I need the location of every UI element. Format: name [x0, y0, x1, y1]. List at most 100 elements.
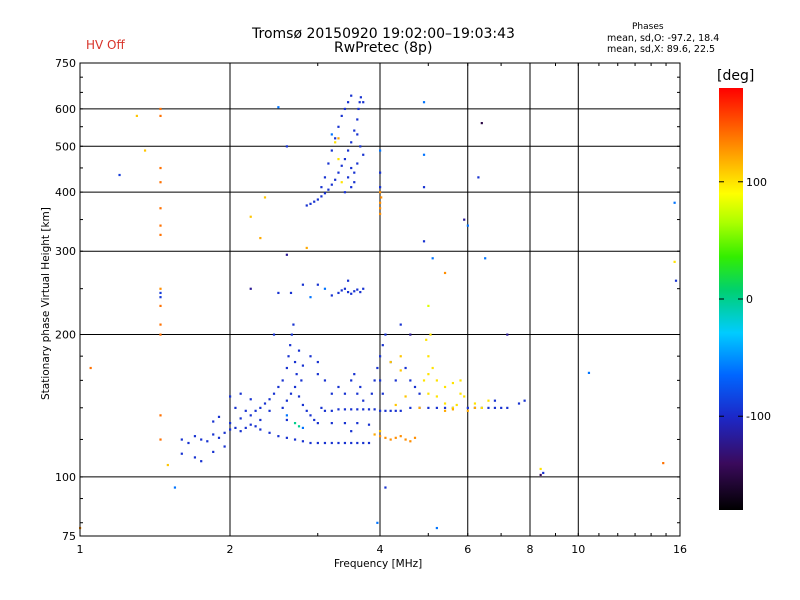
data-point — [259, 406, 262, 409]
data-point — [305, 204, 308, 207]
data-point — [350, 441, 353, 445]
data-point — [285, 145, 288, 148]
data-point — [229, 395, 232, 398]
data-point — [277, 385, 280, 389]
data-point — [330, 422, 333, 425]
data-point — [135, 114, 138, 118]
data-point — [443, 271, 447, 275]
data-point — [159, 414, 162, 417]
data-point — [234, 426, 237, 430]
data-point — [234, 406, 237, 409]
data-point — [281, 406, 284, 409]
data-point — [330, 409, 333, 412]
data-point — [301, 283, 305, 286]
data-point — [539, 473, 542, 477]
data-point — [422, 101, 426, 104]
data-point — [435, 395, 438, 398]
data-point — [500, 406, 503, 409]
data-point — [379, 430, 382, 433]
data-point — [493, 406, 497, 409]
data-point — [463, 218, 466, 221]
data-point — [244, 409, 247, 412]
data-point — [285, 414, 288, 417]
data-point — [159, 323, 162, 326]
data-point — [200, 460, 203, 463]
data-point — [356, 162, 359, 165]
data-point — [159, 181, 162, 184]
data-point — [384, 436, 387, 439]
data-point — [362, 441, 365, 445]
data-point — [272, 333, 276, 336]
data-point — [295, 373, 298, 376]
data-point — [425, 338, 428, 341]
data-point — [287, 355, 290, 358]
data-point — [281, 379, 284, 382]
y-axis-label: Stationary phase Virtual Height [km] — [40, 207, 52, 400]
data-point — [367, 423, 371, 426]
data-point — [429, 333, 432, 336]
x-tick-label: 1 — [77, 543, 84, 556]
data-point — [323, 379, 327, 382]
data-point — [350, 94, 353, 97]
data-point — [362, 408, 365, 411]
data-point — [320, 195, 323, 198]
data-point — [399, 355, 402, 358]
stats-o-mode: mean, sd,O: -97.2, 18.4 — [607, 33, 720, 44]
data-point — [404, 438, 407, 441]
data-point — [346, 149, 350, 152]
data-point — [330, 183, 333, 186]
data-point — [334, 178, 337, 181]
x-tick-label: 6 — [464, 543, 471, 556]
data-point — [350, 430, 353, 433]
x-tick-label: 8 — [527, 543, 534, 556]
data-point — [451, 381, 455, 385]
data-point — [217, 415, 221, 418]
data-point — [451, 406, 455, 409]
data-point — [674, 279, 678, 282]
data-point — [427, 392, 430, 395]
data-point — [316, 422, 319, 425]
data-point — [435, 406, 438, 409]
data-point — [356, 392, 359, 395]
stats-heading: Phases — [632, 22, 664, 32]
data-point — [376, 366, 379, 370]
data-point — [320, 406, 323, 409]
data-point — [309, 296, 312, 299]
data-point — [159, 291, 162, 295]
data-point — [293, 360, 297, 364]
data-point — [239, 430, 242, 433]
data-point — [223, 445, 226, 448]
colorbar-ticks: 100 0 -100 — [719, 176, 771, 423]
data-point — [159, 207, 162, 210]
data-point — [356, 408, 359, 411]
data-point — [353, 290, 356, 293]
x-axis-label: Frequency [MHz] — [334, 558, 423, 570]
data-point — [343, 392, 347, 395]
data-point — [422, 379, 426, 382]
data-point — [229, 428, 232, 431]
data-point — [359, 145, 362, 148]
data-point — [285, 253, 288, 256]
data-point — [350, 186, 353, 189]
data-point — [487, 399, 490, 402]
data-point — [358, 101, 361, 104]
data-point — [343, 408, 347, 411]
data-point — [394, 436, 397, 439]
data-point — [422, 240, 426, 243]
y-tick-label: 600 — [55, 103, 76, 116]
data-point — [399, 409, 402, 412]
y-tick-label: 200 — [55, 329, 76, 342]
data-point — [212, 433, 215, 436]
colorbar-tick-label: 100 — [746, 176, 767, 189]
data-point — [359, 385, 362, 389]
data-point — [249, 287, 252, 290]
y-tick-label: 750 — [55, 57, 76, 70]
data-point — [389, 409, 392, 412]
data-point — [285, 366, 288, 370]
data-point — [353, 129, 356, 132]
data-point — [381, 392, 384, 395]
data-point — [455, 403, 458, 407]
data-point — [480, 406, 483, 409]
data-point — [413, 385, 417, 389]
data-point — [350, 166, 353, 170]
